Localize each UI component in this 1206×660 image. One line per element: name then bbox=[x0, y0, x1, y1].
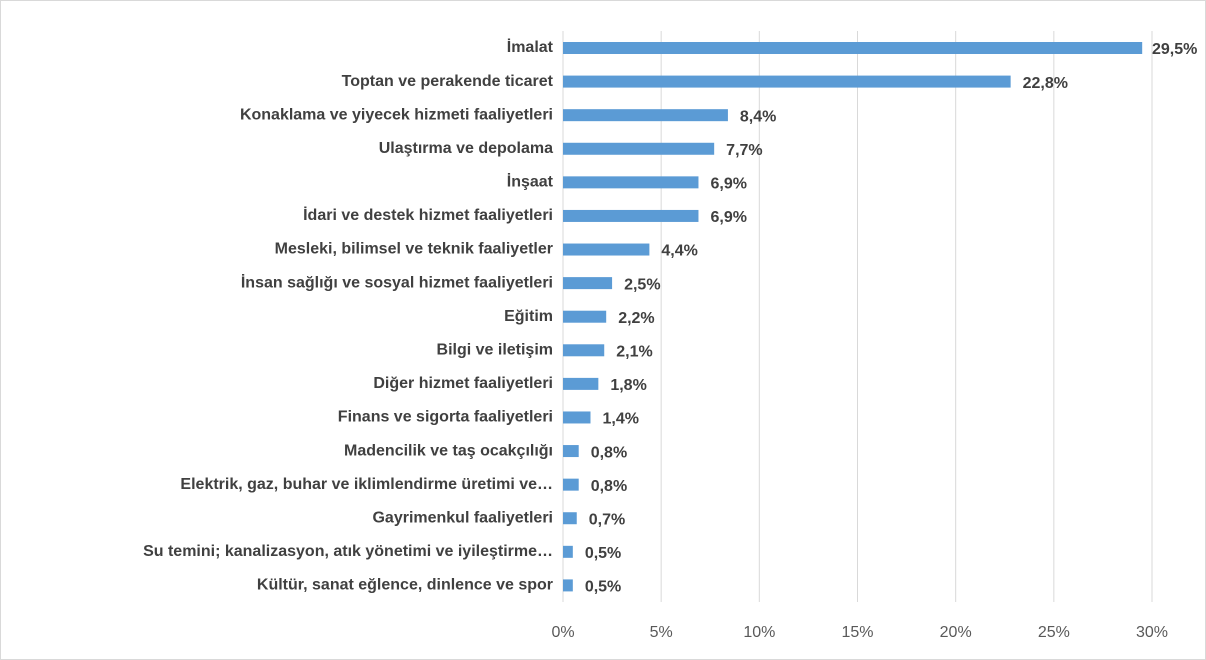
category-label: Mesleki, bilimsel ve teknik faaliyetler bbox=[275, 241, 553, 258]
bar bbox=[563, 176, 699, 189]
x-tick-label: 15% bbox=[841, 624, 873, 641]
bar bbox=[563, 42, 1143, 54]
value-label: 6,9% bbox=[710, 176, 746, 193]
bar bbox=[563, 545, 573, 558]
x-tick-label: 10% bbox=[743, 624, 775, 641]
value-label: 2,5% bbox=[624, 276, 660, 293]
category-label: Bilgi ve iletişim bbox=[437, 342, 553, 359]
x-tick-label: 25% bbox=[1038, 624, 1070, 641]
bar bbox=[563, 445, 579, 458]
value-label: 29,5% bbox=[1152, 41, 1197, 58]
bar bbox=[563, 142, 715, 155]
bar bbox=[563, 277, 613, 290]
value-label: 8,4% bbox=[740, 108, 776, 125]
value-label: 1,8% bbox=[610, 377, 646, 394]
category-label: Elektrik, gaz, buhar ve iklimlendirme ür… bbox=[180, 476, 553, 493]
bar bbox=[563, 377, 599, 390]
category-label: Diğer hizmet faaliyetleri bbox=[373, 375, 553, 392]
bar bbox=[563, 512, 577, 525]
category-label: İnsan sağlığı ve sosyal hizmet faaliyetl… bbox=[241, 273, 553, 291]
value-label: 0,7% bbox=[589, 511, 625, 528]
x-tick-label: 5% bbox=[650, 624, 673, 641]
value-label: 2,1% bbox=[616, 344, 652, 361]
category-label: Kültür, sanat eğlence, dinlence ve spor bbox=[257, 577, 553, 594]
value-label: 4,4% bbox=[661, 243, 697, 260]
category-label: Konaklama ve yiyecek hizmeti faaliyetler… bbox=[240, 106, 553, 123]
bar bbox=[563, 478, 579, 491]
category-label: Gayrimenkul faaliyetleri bbox=[372, 509, 553, 526]
category-label: Eğitim bbox=[504, 308, 553, 325]
x-tick-label: 20% bbox=[940, 624, 972, 641]
value-label: 2,2% bbox=[618, 310, 654, 327]
category-label: Toptan ve perakende ticaret bbox=[342, 73, 554, 90]
x-tick-label: 0% bbox=[551, 624, 574, 641]
value-label: 0,5% bbox=[585, 579, 621, 596]
bar bbox=[563, 579, 573, 592]
bar bbox=[563, 109, 728, 122]
category-label: Su temini; kanalizasyon, atık yönetimi v… bbox=[143, 543, 553, 560]
category-label: Finans ve sigorta faaliyetleri bbox=[338, 409, 553, 426]
value-label: 0,5% bbox=[585, 545, 621, 562]
category-label: Madencilik ve taş ocakçılığı bbox=[344, 442, 553, 459]
category-label: İdari ve destek hizmet faaliyetleri bbox=[303, 206, 553, 224]
category-label: İnşaat bbox=[507, 173, 554, 191]
bar bbox=[563, 243, 650, 256]
value-label: 6,9% bbox=[710, 209, 746, 226]
value-label: 1,4% bbox=[602, 411, 638, 428]
bar bbox=[563, 75, 1011, 88]
bar bbox=[563, 411, 591, 424]
x-tick-label: 30% bbox=[1136, 624, 1168, 641]
value-label: 0,8% bbox=[591, 444, 627, 461]
category-label: Ulaştırma ve depolama bbox=[379, 140, 553, 157]
value-label: 0,8% bbox=[591, 478, 627, 495]
value-label: 7,7% bbox=[726, 142, 762, 159]
category-label: İmalat bbox=[507, 38, 554, 56]
bar bbox=[563, 310, 607, 323]
bar bbox=[563, 344, 605, 357]
value-label: 22,8% bbox=[1023, 75, 1068, 92]
bar bbox=[563, 209, 699, 222]
